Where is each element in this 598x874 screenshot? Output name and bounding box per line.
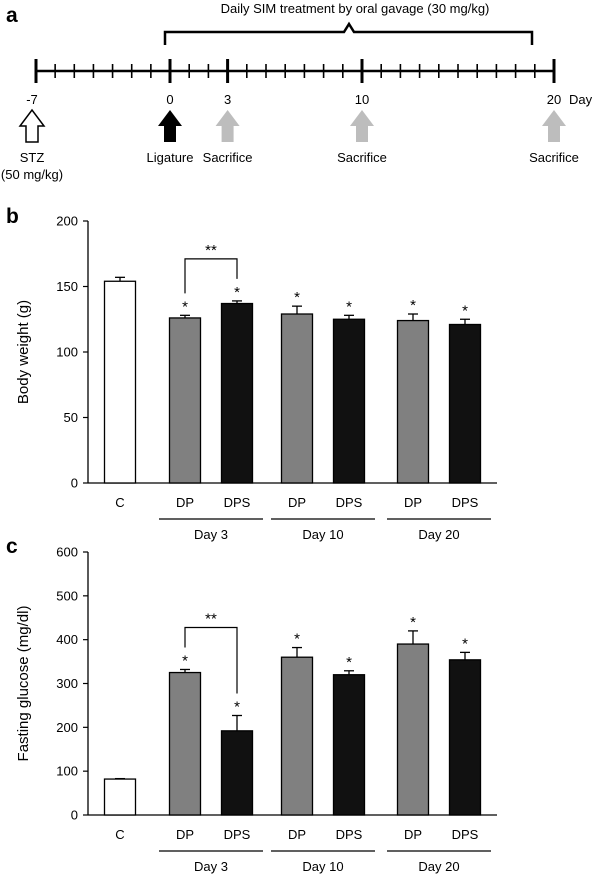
y-tick-label: 200 — [56, 214, 78, 229]
bar — [448, 323, 482, 484]
y-axis-title: Fasting glucose (mg/dl) — [15, 606, 32, 762]
timeline-tick-label: 20 — [547, 92, 561, 107]
category-label: DP — [404, 827, 422, 842]
timeline-events: STZ (50 mg/kg) Ligature Sacrifice Sacrifice S… — [1, 108, 579, 182]
timeline-tick-label: 10 — [355, 92, 369, 107]
bar — [168, 671, 202, 816]
significance-star: * — [294, 289, 300, 306]
timeline-tick-label: 0 — [166, 92, 173, 107]
bar — [396, 319, 430, 484]
panel-b-label: b — [6, 205, 19, 228]
bar — [220, 302, 254, 484]
y-axis-title: Body weight (g) — [15, 300, 32, 404]
significance-star: * — [410, 297, 416, 314]
timeline-ticks — [34, 59, 556, 83]
category-label: DP — [176, 495, 194, 510]
bar — [396, 643, 430, 816]
group-label: Day 10 — [302, 859, 343, 874]
y-tick-label: 300 — [56, 676, 78, 691]
significance-star: * — [346, 654, 352, 671]
fasting-glucose-chart: c 0 100 200 300 400 500 600 Fasting glucose (mg… — [6, 535, 497, 874]
y-tick-label: 150 — [56, 279, 78, 294]
category-label: DPS — [336, 495, 363, 510]
category-label: DP — [288, 495, 306, 510]
event-label: Sacrifice — [203, 150, 253, 165]
group-label: Day 3 — [194, 859, 228, 874]
significance-star: * — [294, 631, 300, 648]
y-tick-label: 50 — [64, 410, 78, 425]
category-label: DPS — [224, 495, 251, 510]
significance-bracket — [184, 258, 238, 294]
category-label: DPS — [224, 827, 251, 842]
treatment-brace — [163, 21, 534, 45]
y-tick-label: 500 — [56, 588, 78, 603]
event-arrow-icon — [350, 110, 374, 142]
bar — [103, 778, 137, 816]
category-label: DPS — [452, 495, 479, 510]
significance-star: * — [182, 298, 188, 315]
panel-a-label: a — [6, 4, 18, 27]
y-tick-label: 600 — [56, 545, 78, 560]
event-label: Sacrifice — [529, 150, 579, 165]
significance-star: * — [410, 614, 416, 631]
category-label: C — [115, 827, 124, 842]
y-tick-label: 100 — [56, 764, 78, 779]
event-label: Sacrifice — [337, 150, 387, 165]
event-arrow-icon — [215, 110, 240, 142]
event-arrow-icon — [158, 110, 182, 142]
y-tick-label: 100 — [56, 345, 78, 360]
significance-star: * — [346, 298, 352, 315]
body-weight-chart: b 0 50 100 150 200 Body weight (g) C * DP * DPS * DP… — [6, 205, 497, 542]
bar — [448, 659, 482, 816]
bar — [280, 313, 314, 484]
group-label: Day 10 — [302, 527, 343, 542]
significance-star: * — [462, 635, 468, 652]
bracket-label: ** — [205, 242, 217, 259]
event-arrow-icon — [18, 108, 46, 143]
y-tick-label: 0 — [71, 476, 78, 491]
bar — [103, 280, 137, 484]
panel-c-label: c — [6, 535, 18, 558]
timeline-panel: a Daily SIM treatment by oral gavage (30… — [1, 1, 593, 182]
y-tick-label: 0 — [71, 808, 78, 823]
bracket-label: ** — [205, 610, 217, 627]
event-sublabel: (50 mg/kg) — [1, 167, 63, 182]
bar — [332, 674, 366, 816]
event-arrow-icon — [542, 110, 566, 142]
group-label: Day 20 — [418, 859, 459, 874]
significance-star: * — [182, 652, 188, 669]
group-label: Day 3 — [194, 527, 228, 542]
timeline-tick-label: -7 — [26, 92, 38, 107]
bar — [168, 317, 202, 484]
bar — [332, 318, 366, 484]
y-tick-label: 400 — [56, 632, 78, 647]
category-label: C — [115, 495, 124, 510]
y-tick-label: 200 — [56, 720, 78, 735]
bar — [220, 730, 254, 816]
treatment-title: Daily SIM treatment by oral gavage (30 m… — [221, 1, 490, 16]
category-label: DP — [404, 495, 422, 510]
timeline-tick-labels: -7 0 3 10 20 — [26, 92, 561, 107]
group-label: Day 20 — [418, 527, 459, 542]
event-label: Ligature — [147, 150, 194, 165]
bar — [280, 656, 314, 816]
event-label: STZ — [20, 150, 45, 165]
significance-star: * — [462, 302, 468, 319]
category-label: DP — [176, 827, 194, 842]
significance-star: * — [234, 698, 240, 715]
category-label: DPS — [336, 827, 363, 842]
category-label: DPS — [452, 827, 479, 842]
timeline-tick-label: 3 — [224, 92, 231, 107]
day-unit-label: Day — [569, 92, 593, 107]
significance-bracket — [184, 626, 238, 694]
category-label: DP — [288, 827, 306, 842]
significance-star: * — [234, 284, 240, 301]
